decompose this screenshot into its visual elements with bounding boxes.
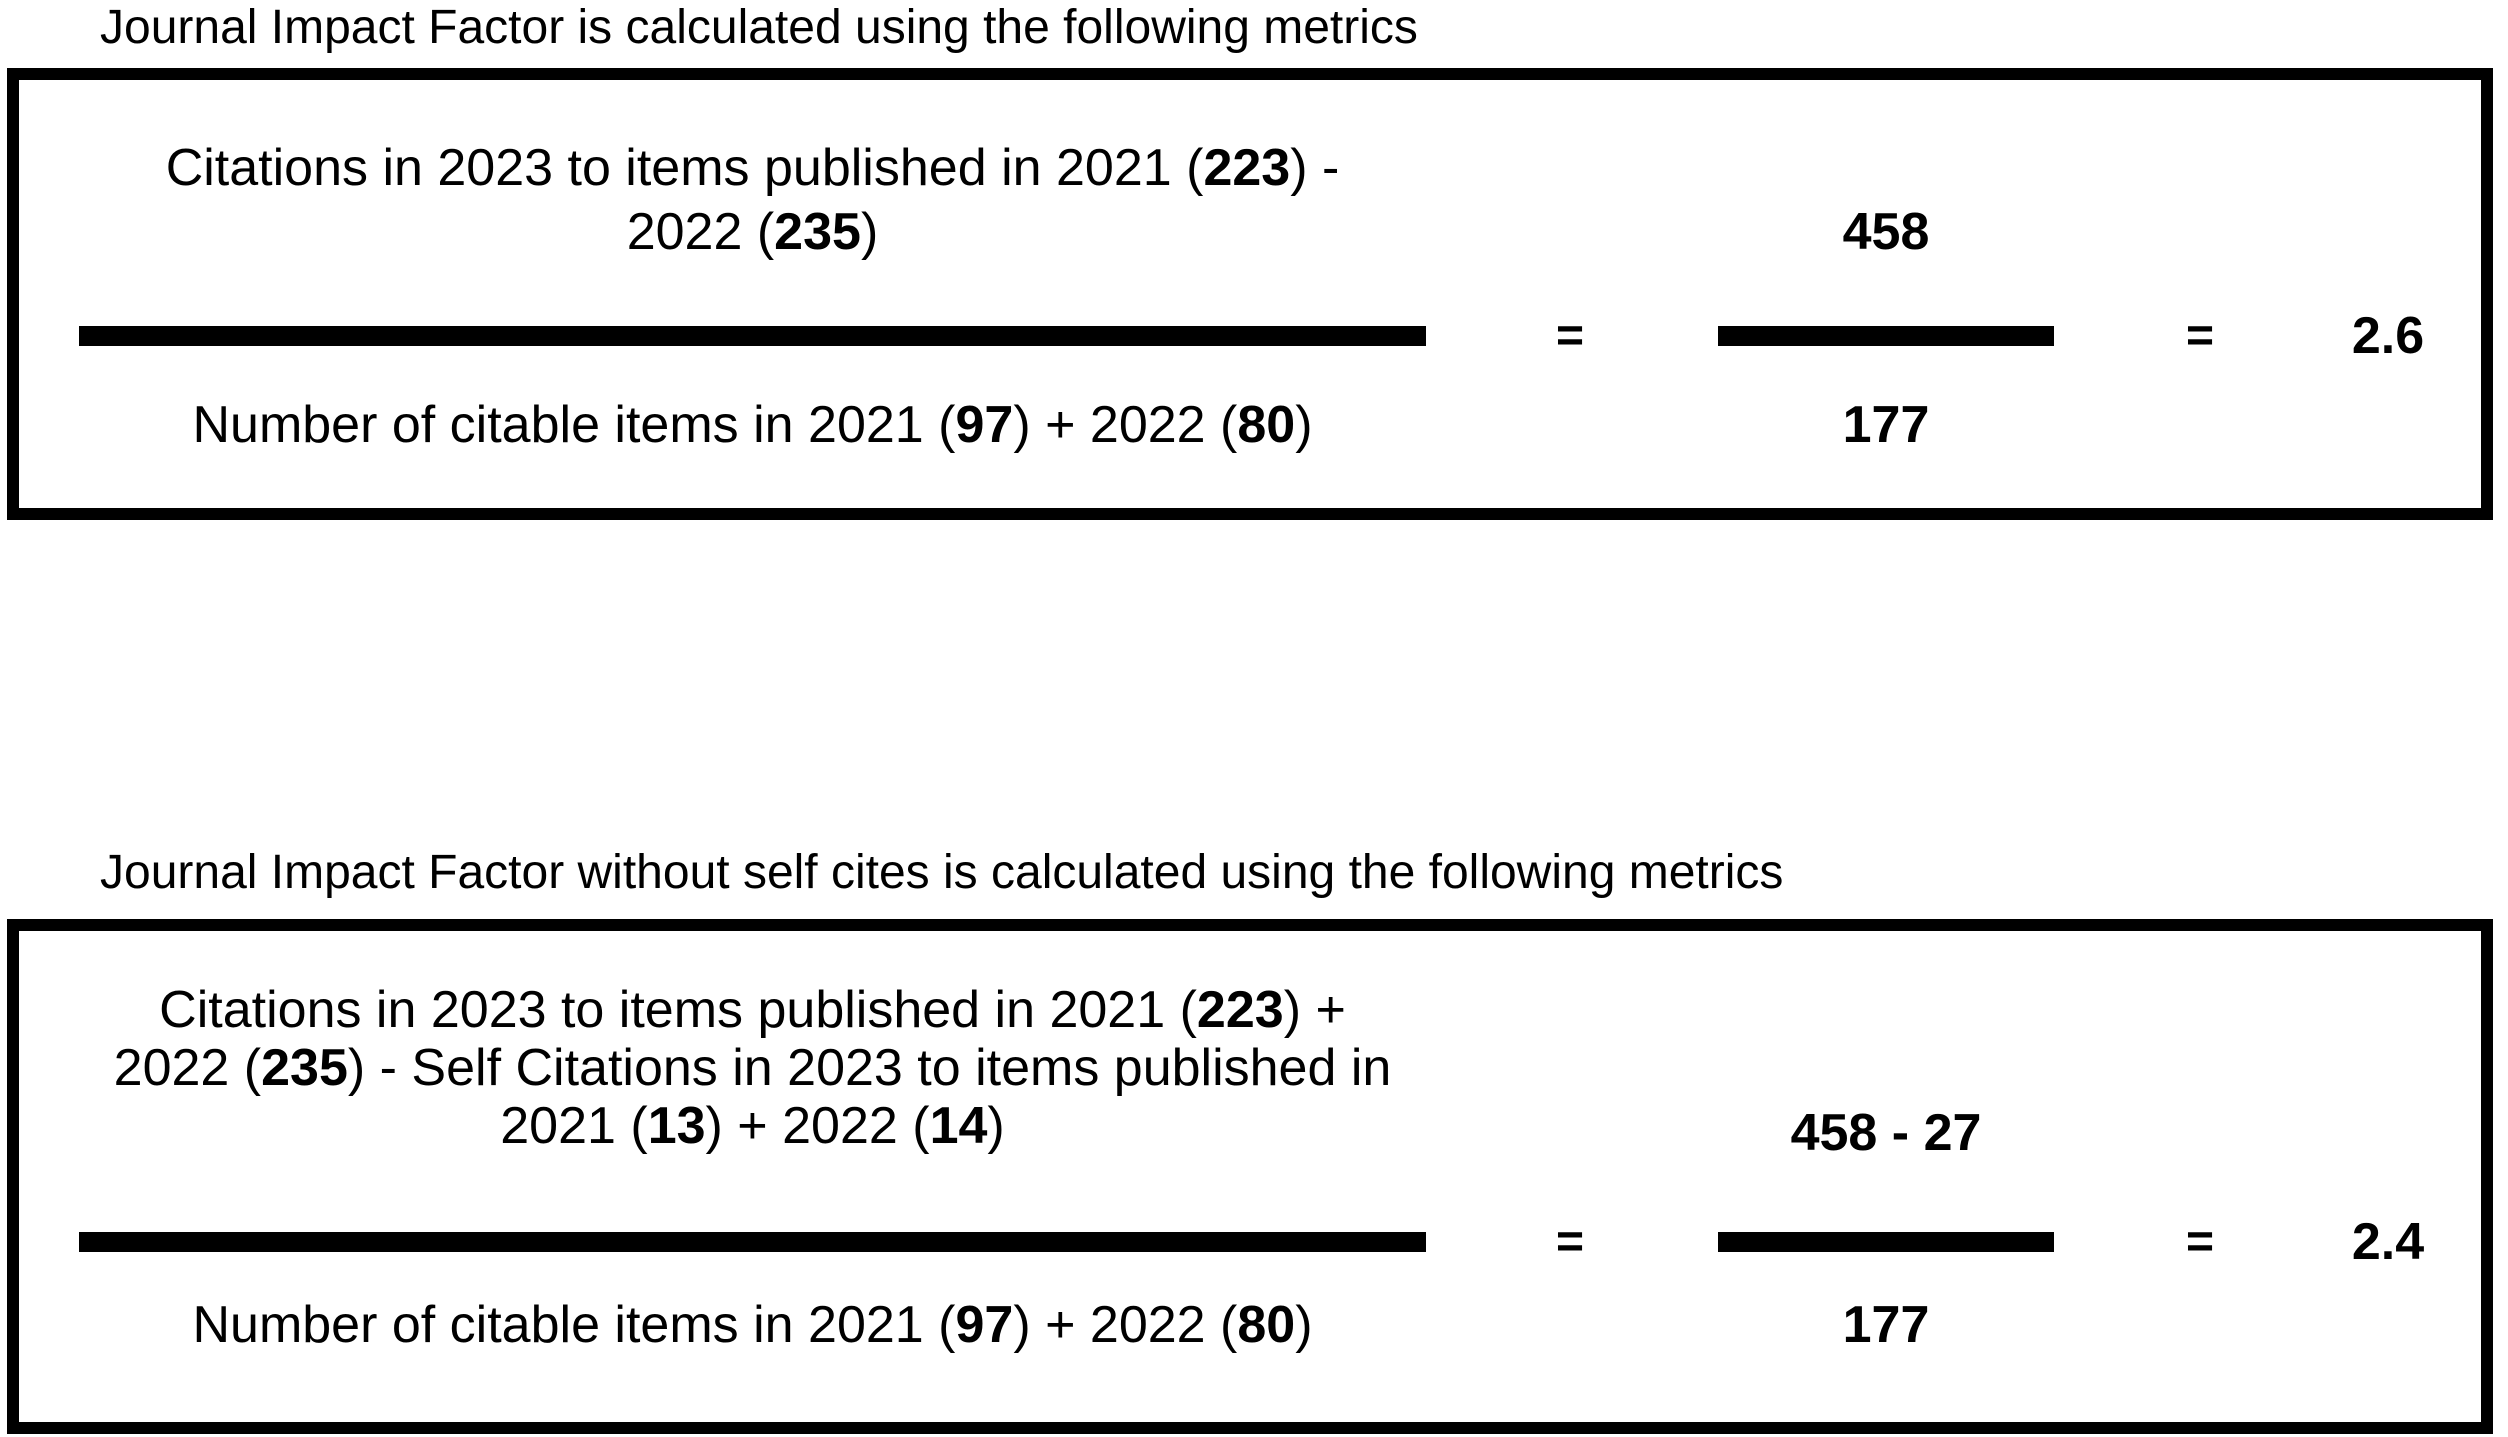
value-numerator: 458 - 27 xyxy=(1790,1104,1982,1162)
value-numerator: 458 xyxy=(1842,203,1930,261)
value-denominator: 177 xyxy=(1842,396,1930,454)
value-denominator: 177 xyxy=(1842,1296,1930,1354)
citable-items-denominator: Number of citable items in 2021 (97) + 2… xyxy=(192,1296,1313,1354)
fraction-bar xyxy=(1718,1232,2054,1252)
citations-numerator: Citations in 2023 to items published in … xyxy=(113,981,1392,1155)
section-title-jif-without-self-cites: Journal Impact Factor without self cites… xyxy=(100,846,1784,899)
citable-items-denominator: Number of citable items in 2021 (97) + 2… xyxy=(192,396,1313,454)
jif-result-value: 2.6 xyxy=(2351,307,2425,365)
value-fraction: 458 177 xyxy=(1718,80,2054,457)
jif-formula-box: Citations in 2023 to items published in … xyxy=(7,68,2493,520)
main-fraction: Citations in 2023 to items published in … xyxy=(79,931,1426,1354)
citations-numerator: Citations in 2023 to items published in … xyxy=(165,139,1340,261)
value-fraction: 458 - 27 177 xyxy=(1718,931,2054,1354)
equals-sign: = xyxy=(1555,1215,1585,1269)
equals-sign: = xyxy=(1555,309,1585,363)
jif-without-self-cites-formula-box: Citations in 2023 to items published in … xyxy=(7,919,2493,1434)
section-title-jif: Journal Impact Factor is calculated usin… xyxy=(100,1,1418,54)
fraction-bar xyxy=(79,326,1426,346)
main-fraction: Citations in 2023 to items published in … xyxy=(79,80,1426,457)
equals-sign: = xyxy=(2185,1215,2215,1269)
fraction-bar xyxy=(1718,326,2054,346)
equals-sign: = xyxy=(2185,309,2215,363)
fraction-bar xyxy=(79,1232,1426,1252)
jif-result-value: 2.4 xyxy=(2351,1213,2425,1271)
